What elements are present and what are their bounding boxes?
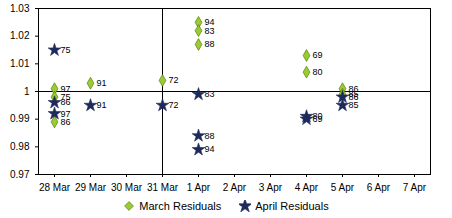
svg-text:72: 72 xyxy=(169,100,179,110)
svg-text:86: 86 xyxy=(348,91,359,102)
svg-text:5 Apr: 5 Apr xyxy=(331,182,355,193)
svg-text:0.98: 0.98 xyxy=(10,141,30,152)
svg-text:91: 91 xyxy=(97,78,107,88)
svg-text:86: 86 xyxy=(60,116,71,127)
svg-text:88: 88 xyxy=(205,39,215,49)
svg-text:86: 86 xyxy=(61,97,71,107)
svg-text:69: 69 xyxy=(313,50,323,60)
svg-text:75: 75 xyxy=(61,45,71,55)
svg-text:88: 88 xyxy=(205,131,215,141)
svg-text:3 Apr: 3 Apr xyxy=(259,182,283,193)
svg-text:72: 72 xyxy=(169,75,179,85)
svg-text:80: 80 xyxy=(313,67,323,77)
svg-text:1: 1 xyxy=(24,86,30,97)
svg-text:0.99: 0.99 xyxy=(10,113,30,124)
svg-text:1 Apr: 1 Apr xyxy=(187,182,211,193)
svg-text:30 Mar: 30 Mar xyxy=(111,182,143,193)
svg-text:94: 94 xyxy=(205,144,215,154)
svg-text:91: 91 xyxy=(97,100,107,110)
svg-text:4 Apr: 4 Apr xyxy=(295,182,319,193)
svg-text:2 Apr: 2 Apr xyxy=(223,182,247,193)
svg-text:1.01: 1.01 xyxy=(10,58,30,69)
html-text:March Residuals: March Residuals xyxy=(139,200,222,212)
svg-text:85: 85 xyxy=(349,100,359,110)
svg-text:7 Apr: 7 Apr xyxy=(403,182,427,193)
svg-text:69: 69 xyxy=(313,114,323,124)
svg-text:6 Apr: 6 Apr xyxy=(367,182,391,193)
svg-text:83: 83 xyxy=(205,89,215,99)
svg-text:1.03: 1.03 xyxy=(10,3,30,14)
svg-text:1.02: 1.02 xyxy=(10,30,30,41)
svg-text:31 Mar: 31 Mar xyxy=(147,182,179,193)
svg-text:83: 83 xyxy=(205,26,215,36)
svg-text:94: 94 xyxy=(204,17,215,28)
svg-text:28 Mar: 28 Mar xyxy=(39,182,71,193)
html-text:April Residuals: April Residuals xyxy=(255,200,329,212)
svg-text:97: 97 xyxy=(61,109,71,119)
svg-text:29 Mar: 29 Mar xyxy=(75,182,107,193)
svg-text:0.97: 0.97 xyxy=(10,169,30,180)
svg-text:97: 97 xyxy=(60,83,71,94)
